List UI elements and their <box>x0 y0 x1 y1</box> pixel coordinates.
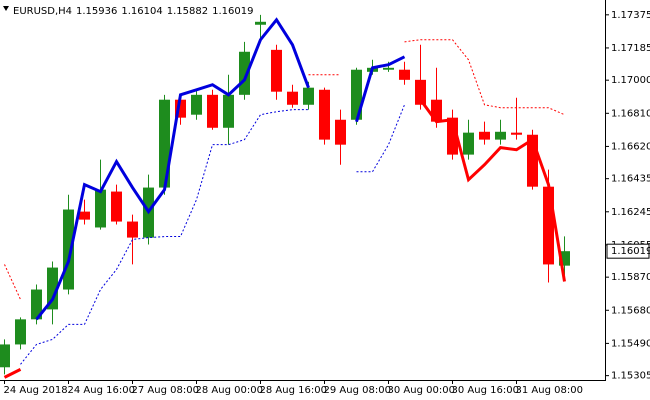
candle-body <box>239 51 250 95</box>
y-tick-label: 1.15870 <box>611 272 650 283</box>
candle-body <box>495 131 506 140</box>
candle-body <box>415 79 426 105</box>
candle-body <box>511 132 522 135</box>
x-tick-label: 28 Aug 16:00 <box>260 385 327 396</box>
stop-line <box>20 109 309 365</box>
last-high: 1.16104 <box>121 6 162 17</box>
candle-body <box>431 99 442 122</box>
candle-body <box>479 131 490 140</box>
candle-body <box>223 94 234 128</box>
stop-line <box>404 39 565 116</box>
header-icon <box>3 6 9 11</box>
candle-body <box>175 99 186 118</box>
last-open: 1.15936 <box>76 6 117 17</box>
candle-body <box>271 49 282 92</box>
y-tick-label: 1.15680 <box>611 305 650 316</box>
trend-line <box>35 17 310 321</box>
candle-body <box>527 134 538 187</box>
candle-body <box>31 289 42 320</box>
last-low: 1.15882 <box>167 6 208 17</box>
y-tick-label: 1.16245 <box>611 207 650 218</box>
candle-body <box>191 94 202 115</box>
candle-body <box>95 189 106 228</box>
candle-body <box>127 221 138 238</box>
candle-body <box>207 94 218 128</box>
candle-body <box>383 67 394 70</box>
x-tick-label: 29 Aug 08:00 <box>324 385 391 396</box>
x-tick-label: 31 Aug 08:00 <box>516 385 583 396</box>
trend-line <box>355 55 406 123</box>
candle-body <box>335 119 346 145</box>
chart-header: EURUSD,H4 1.15936 1.16104 1.15882 1.16019 <box>13 6 253 17</box>
candle-body <box>47 267 58 310</box>
candle-body <box>0 344 10 368</box>
price-marker-box <box>606 243 650 259</box>
candle-body <box>543 186 554 265</box>
x-tick-label: 30 Aug 16:00 <box>452 385 519 396</box>
stop-line <box>4 264 21 300</box>
candle-body <box>255 21 266 25</box>
trend-line <box>419 98 566 282</box>
candle-body <box>287 91 298 105</box>
candle-body <box>463 132 474 155</box>
candle-body <box>159 99 170 188</box>
candle-body <box>303 87 314 105</box>
y-tick-label: 1.16435 <box>611 174 650 185</box>
trend-line <box>3 368 22 379</box>
candle-body <box>63 209 74 290</box>
stop-line <box>356 104 405 173</box>
symbol: EURUSD,H4 <box>13 6 72 17</box>
x-tick-label: 28 Aug 00:00 <box>196 385 263 396</box>
candle-body <box>559 251 570 266</box>
last-close: 1.16019 <box>212 6 253 17</box>
y-tick-label: 1.16620 <box>611 141 650 152</box>
plot-area <box>0 14 570 379</box>
price-marker: 1.16019 <box>611 246 650 257</box>
candle-body <box>79 211 90 220</box>
candle-body <box>111 191 122 222</box>
x-tick-label: 27 Aug 08:00 <box>132 385 199 396</box>
candle-body <box>399 69 410 80</box>
candle-body <box>319 89 330 140</box>
candle-body <box>15 319 26 345</box>
y-tick-label: 1.17185 <box>611 43 650 54</box>
y-tick-label: 1.17375 <box>611 10 650 21</box>
x-tick-label: 24 Aug 2018 <box>4 385 68 396</box>
y-tick-label: 1.17000 <box>611 75 650 86</box>
x-tick-label: 30 Aug 00:00 <box>388 385 455 396</box>
y-tick-label: 1.15490 <box>611 338 650 349</box>
y-tick-label: 1.15305 <box>611 371 650 382</box>
x-tick-label: 24 Aug 16:00 <box>68 385 135 396</box>
candle-body <box>351 69 362 120</box>
y-tick-label: 1.16810 <box>611 108 650 119</box>
candle-body <box>447 117 458 155</box>
